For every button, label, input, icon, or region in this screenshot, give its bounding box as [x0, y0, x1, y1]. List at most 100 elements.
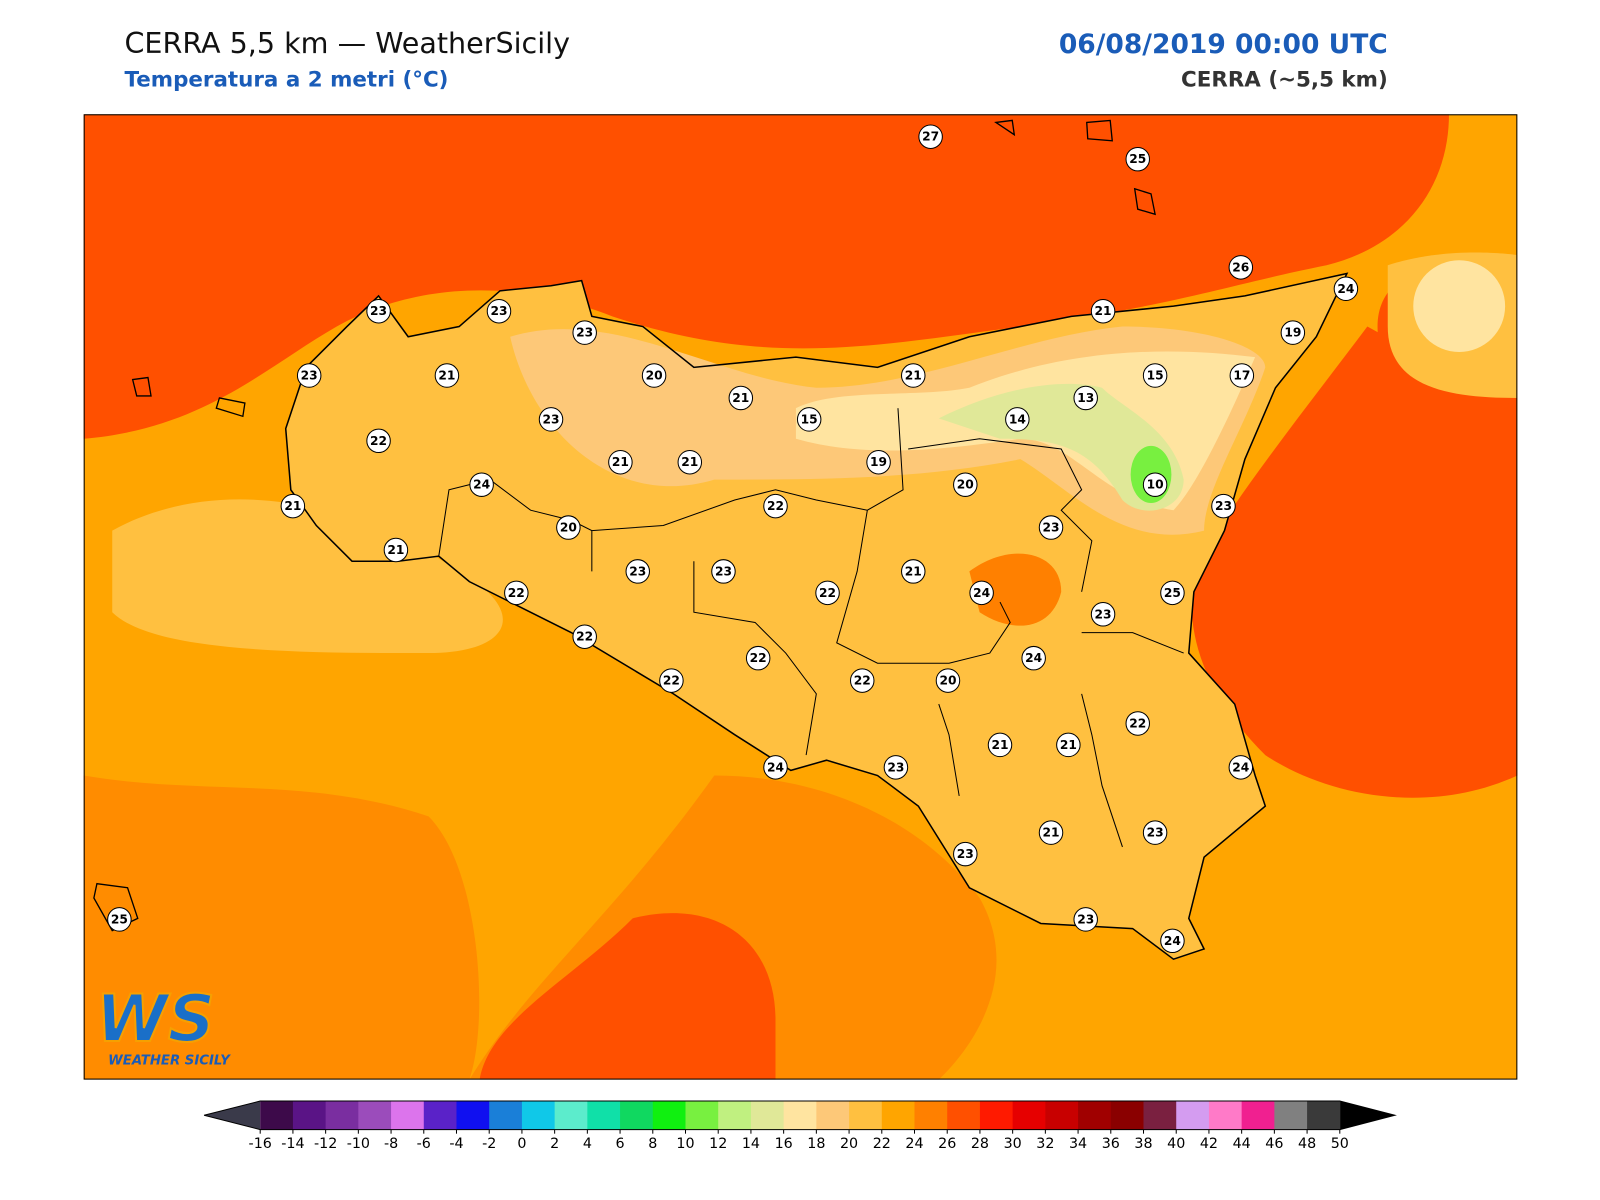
station-marker	[866, 450, 891, 475]
colorbar-bin	[1176, 1101, 1210, 1130]
colorbar-bin	[620, 1101, 654, 1130]
colorbar-tick-label: -10	[347, 1136, 370, 1152]
logo-mark: WS	[96, 981, 215, 1057]
colorbar-bin	[1045, 1101, 1079, 1130]
contour	[1413, 260, 1506, 353]
station-marker	[1056, 732, 1081, 758]
station-value: 17	[1233, 369, 1250, 383]
station-value: 21	[387, 543, 404, 557]
station-value: 21	[732, 391, 749, 405]
colorbar-tick-label: 12	[709, 1136, 727, 1152]
station-marker	[1005, 407, 1030, 432]
station-value: 23	[490, 304, 507, 318]
station-value: 23	[1095, 607, 1112, 621]
station: 22	[504, 580, 529, 606]
station: 23	[1142, 820, 1168, 845]
colorbar-bin	[1208, 1101, 1243, 1130]
colorbar-tick-label: 44	[1233, 1136, 1251, 1152]
station-value: 15	[801, 412, 818, 426]
colorbar-over	[1339, 1101, 1395, 1130]
colorbar-bin	[947, 1101, 981, 1130]
station-value: 27	[922, 130, 939, 144]
colorbar-tick-label: 14	[742, 1136, 760, 1152]
station-value: 21	[991, 738, 1008, 752]
station: 25	[107, 907, 132, 932]
station: 26	[1228, 255, 1254, 280]
station: 25	[1160, 580, 1185, 606]
colorbar-tick-label: -2	[482, 1136, 496, 1152]
station-marker	[572, 320, 597, 345]
station-value: 21	[612, 455, 629, 469]
station-marker	[641, 363, 667, 388]
colorbar-bin	[1012, 1101, 1046, 1130]
station-value: 22	[576, 630, 593, 644]
station: 23	[572, 320, 597, 345]
station: 24	[1333, 276, 1359, 302]
station-value: 24	[973, 586, 990, 600]
colorbar: -16 -14 -12 -10 -8 -6 -4 -2 0 2 4 6 8 10 12 14 16 18 20 22 2…	[203, 1100, 1397, 1152]
colorbar-tick-label: 26	[938, 1136, 956, 1152]
colorbar-tick-label: -16	[249, 1136, 272, 1152]
colorbar-bin	[979, 1101, 1014, 1130]
station-value: 20	[560, 521, 577, 535]
logo: WS WEATHER SICILY	[95, 980, 231, 1068]
station: 20	[556, 515, 581, 540]
station: 13	[1073, 385, 1098, 411]
station: 23	[883, 755, 909, 780]
colorbar-tick-label: 46	[1265, 1136, 1283, 1152]
stations: 27 25 26 24 19 21 23 23 23 23 21 20 21 21 15 17 13 14 15 23…	[107, 124, 1359, 954]
colorbar-tick-label: 10	[676, 1136, 694, 1152]
station-marker	[1090, 602, 1116, 627]
title: CERRA 5,5 km — WeatherSicily	[124, 26, 570, 60]
colorbar-tick-label: -14	[281, 1136, 304, 1152]
colorbar-tick-label: 22	[873, 1136, 891, 1152]
colorbar-bin	[521, 1101, 556, 1130]
station: 23	[296, 363, 322, 388]
station: 22	[815, 580, 840, 606]
colorbar-bin	[489, 1101, 523, 1130]
station: 21	[901, 363, 926, 388]
station-marker	[1333, 276, 1359, 302]
colorbar-tick-label: 8	[648, 1136, 657, 1152]
station: 20	[935, 668, 961, 693]
colorbar-bin	[587, 1101, 621, 1130]
station-marker	[918, 124, 943, 149]
station-value: 20	[939, 674, 956, 688]
colorbar-bin	[1307, 1101, 1341, 1130]
station-marker	[1038, 515, 1064, 540]
station-marker	[1021, 645, 1046, 671]
colorbar-bin	[325, 1101, 359, 1130]
station-value: 23	[301, 369, 318, 383]
station-value: 14	[1009, 412, 1026, 426]
station: 22	[659, 668, 684, 693]
colorbar-bin	[358, 1101, 392, 1130]
station: 21	[434, 363, 460, 388]
colorbar-bin	[816, 1101, 850, 1130]
station-value: 24	[1232, 760, 1249, 774]
colorbar-tick-label: 38	[1134, 1136, 1152, 1152]
colorbar-bin	[1143, 1101, 1177, 1130]
station-value: 23	[576, 326, 593, 340]
station-marker	[935, 668, 961, 693]
station-value: 19	[1284, 326, 1301, 340]
station: 22	[1125, 711, 1150, 736]
station-marker	[504, 580, 529, 606]
contour	[479, 913, 776, 1080]
station-marker	[1160, 928, 1185, 954]
station-value: 22	[1129, 716, 1146, 730]
station: 25	[1125, 146, 1150, 172]
station: 23	[538, 407, 564, 432]
station: 20	[953, 472, 978, 497]
station: 23	[366, 298, 391, 324]
colorbar-bin	[750, 1101, 785, 1130]
station: 24	[1021, 645, 1046, 671]
colorbar-tick-label: 16	[775, 1136, 793, 1152]
station-marker	[1228, 755, 1254, 780]
station-marker	[280, 493, 306, 519]
station-marker	[1038, 820, 1064, 845]
station-value: 23	[1147, 826, 1164, 840]
station-marker	[987, 732, 1013, 758]
station: 27	[918, 124, 943, 149]
